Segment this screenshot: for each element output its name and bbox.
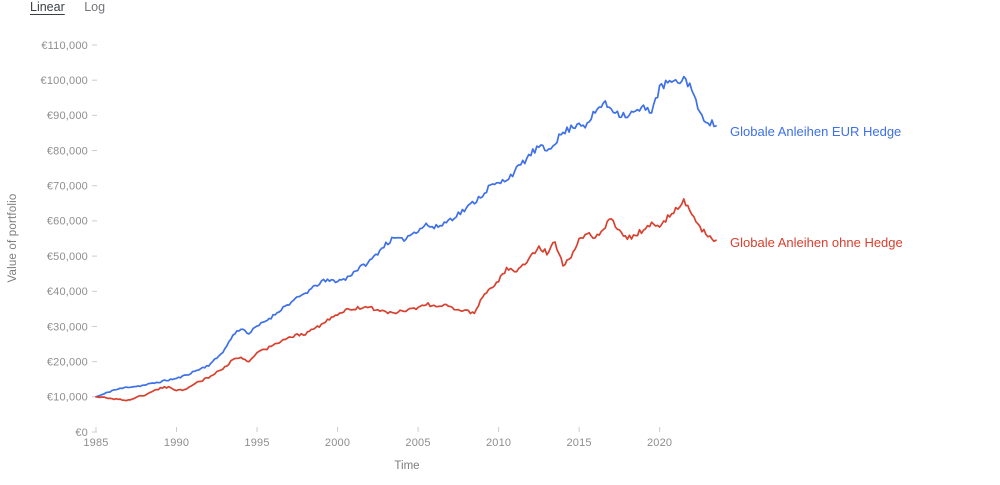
- y-tick-label: €40,000: [47, 286, 88, 298]
- series-label-eur-hedge: Globale Anleihen EUR Hedge: [730, 124, 902, 139]
- y-tick-label: €100,000: [41, 75, 88, 87]
- y-tick-label: €90,000: [47, 110, 88, 122]
- y-tick-label: €50,000: [47, 251, 88, 263]
- scale-toggle-group: Linear Log: [30, 0, 121, 14]
- x-tick-label: 2010: [486, 437, 511, 449]
- x-axis-label: Time: [394, 460, 420, 472]
- series-line-hedge: [95, 75, 717, 398]
- y-tick-label: €60,000: [47, 216, 88, 228]
- x-tick-label: 1990: [164, 437, 189, 449]
- x-tick-label: 2015: [566, 437, 591, 449]
- y-tick-label: €0: [75, 427, 88, 439]
- y-tick-label: €20,000: [47, 356, 88, 368]
- log-scale-toggle[interactable]: Log: [84, 0, 106, 14]
- series-line-no_hedge: [95, 198, 717, 402]
- series-label-ohne-hedge: Globale Anleihen ohne Hedge: [730, 235, 903, 250]
- y-tick-label: €10,000: [47, 392, 88, 404]
- y-tick-label: €110,000: [41, 40, 88, 52]
- x-tick-label: 1995: [244, 437, 269, 449]
- x-tick-label: 1985: [83, 437, 108, 449]
- linear-scale-toggle[interactable]: Linear: [30, 0, 65, 14]
- y-tick-label: €30,000: [47, 321, 88, 333]
- y-tick-label: €70,000: [47, 181, 88, 193]
- x-tick-label: 2000: [325, 437, 350, 449]
- y-tick-label: €80,000: [47, 145, 88, 157]
- x-tick-label: 2020: [647, 437, 672, 449]
- x-tick-label: 2005: [405, 437, 430, 449]
